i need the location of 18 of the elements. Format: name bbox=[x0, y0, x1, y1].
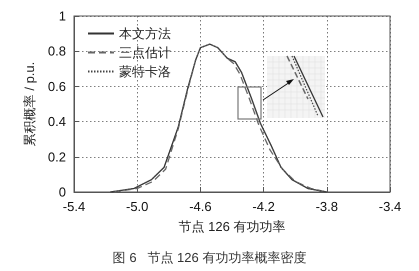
x-tick-label: -3.4 bbox=[378, 199, 402, 214]
x-tick-label: -5.0 bbox=[126, 199, 148, 214]
y-tick-label: 1 bbox=[58, 8, 66, 24]
x-tick-label: -4.6 bbox=[189, 199, 212, 214]
y-tick-label: 0.8 bbox=[48, 44, 66, 59]
y-tick-label: 0 bbox=[58, 184, 66, 200]
x-tick-label: -3.8 bbox=[316, 199, 338, 214]
legend-label: 三点估计 bbox=[119, 45, 171, 60]
y-tick-label: 0.4 bbox=[48, 114, 66, 130]
legend-label: 蒙特卡洛 bbox=[119, 64, 171, 79]
x-tick-label: -5.4 bbox=[62, 199, 86, 214]
y-axis-title: 累积概率 / p.u. bbox=[22, 62, 37, 146]
y-tick-label: 0.2 bbox=[48, 149, 66, 164]
x-axis-title: 节点 126 有功功率 bbox=[178, 219, 286, 234]
y-tick-label: 0.6 bbox=[48, 78, 66, 94]
text: 图 6 节点 126 有功功率概率密度 bbox=[112, 250, 306, 265]
legend-label: 本文方法 bbox=[119, 26, 171, 41]
x-tick-label: -4.2 bbox=[252, 199, 275, 214]
